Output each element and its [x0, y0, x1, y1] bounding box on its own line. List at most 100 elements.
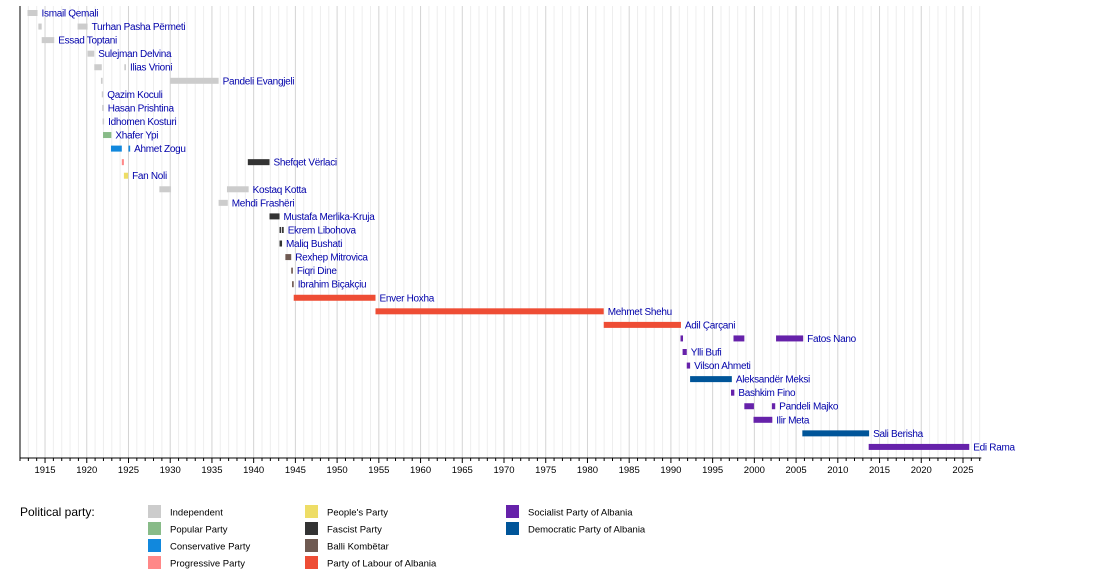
- legend-label: Party of Labour of Albania: [327, 559, 437, 570]
- term-bar: [123, 172, 129, 179]
- term-bar: [292, 281, 294, 288]
- pm-name-label: Qazim Koculi: [107, 90, 162, 101]
- legend-swatch: [148, 522, 161, 535]
- legend-swatch: [506, 522, 519, 535]
- pm-name-label: Mehmet Shehu: [608, 307, 672, 318]
- tick-label: 2015: [869, 465, 890, 476]
- term-bar: [279, 226, 282, 233]
- tick-label: 1940: [243, 465, 264, 476]
- term-bar: [77, 23, 88, 30]
- term-bar: [686, 362, 691, 369]
- tick-label: 1950: [327, 465, 348, 476]
- pm-name-label: Ylli Bufi: [691, 348, 722, 359]
- legend-swatch: [305, 539, 318, 552]
- tick-label: 1985: [619, 465, 640, 476]
- legend-swatch: [148, 556, 161, 569]
- tick-label: 2010: [827, 465, 848, 476]
- legend-swatch: [148, 539, 161, 552]
- legend-swatch: [305, 505, 318, 518]
- tick-label: 1975: [535, 465, 556, 476]
- legend-label: Democratic Party of Albania: [528, 525, 646, 536]
- term-bar: [744, 403, 754, 410]
- term-bar: [733, 335, 745, 342]
- legend-label: People's Party: [327, 508, 388, 519]
- term-bar: [128, 145, 131, 152]
- term-bar: [27, 10, 38, 16]
- legend-swatch: [148, 505, 161, 518]
- pm-name-label: Xhafer Ypi: [115, 131, 158, 142]
- pm-name-label: Vilson Ahmeti: [694, 361, 751, 372]
- pm-name-label: Fan Noli: [132, 171, 167, 182]
- pm-name-label: Hasan Prishtina: [108, 103, 175, 114]
- legend-label: Progressive Party: [170, 559, 245, 570]
- pm-name-label: Bashkim Fino: [738, 388, 796, 399]
- legend-swatch: [506, 505, 519, 518]
- tick-label: 1955: [368, 465, 389, 476]
- term-bar: [159, 186, 172, 193]
- pm-name-label: Rexhep Mitrovica: [295, 253, 368, 264]
- term-bar: [94, 64, 102, 71]
- pm-name-label: Kostaq Kotta: [253, 185, 307, 196]
- term-bar: [110, 145, 122, 152]
- pm-name-label: Adil Çarçani: [685, 320, 735, 331]
- term-bar: [41, 37, 55, 44]
- term-bar: [293, 294, 376, 301]
- term-bar: [218, 199, 228, 206]
- term-bar: [680, 335, 684, 342]
- tick-label: 1990: [660, 465, 681, 476]
- legend-label: Popular Party: [170, 525, 228, 536]
- term-bar: [690, 376, 732, 383]
- tick-label: 2000: [744, 465, 765, 476]
- term-bar: [776, 335, 804, 342]
- term-bar: [753, 416, 773, 423]
- grid: [19, 6, 981, 458]
- pm-name-label: Turhan Pasha Përmeti: [92, 22, 186, 33]
- term-bar: [285, 254, 292, 261]
- term-bar: [269, 213, 280, 220]
- legend-swatch: [305, 522, 318, 535]
- term-bar: [87, 50, 95, 57]
- term-bar: [226, 186, 249, 193]
- term-bar: [603, 321, 681, 328]
- tick-label: 1945: [285, 465, 306, 476]
- term-bar: [802, 430, 870, 437]
- pm-name-label: Shefqet Vërlaci: [274, 158, 337, 169]
- term-bar: [279, 240, 283, 247]
- tick-label: 1995: [702, 465, 723, 476]
- term-bar: [121, 159, 124, 166]
- pm-name-label: Enver Hoxha: [379, 293, 434, 304]
- pm-name-label: Mehdi Frashëri: [232, 198, 295, 209]
- term-bar: [771, 403, 776, 410]
- pm-name-label: Maliq Bushati: [286, 239, 342, 250]
- pm-name-label: Sulejman Delvina: [98, 49, 172, 60]
- pm-name-label: Aleksandër Meksi: [736, 375, 810, 386]
- pm-name-label: Fiqri Dine: [297, 266, 338, 277]
- legend: Political party: Independent Popular Party…: [20, 505, 646, 570]
- term-bar: [375, 308, 604, 315]
- tick-label: 1970: [493, 465, 514, 476]
- tick-label: 1960: [410, 465, 431, 476]
- term-bar: [291, 267, 293, 274]
- pm-name-label: Ismail Qemali: [42, 9, 99, 20]
- tick-label: 2005: [786, 465, 807, 476]
- pm-name-label: Ibrahim Biçakçiu: [298, 280, 367, 291]
- x-axis: 1915 1920 1925 1930 1935 1940 1945 1950 1955 1960…: [19, 6, 982, 476]
- pm-name-label: Pandeli Evangjeli: [223, 76, 295, 87]
- tick-label: 1915: [34, 465, 55, 476]
- term-bar: [170, 77, 219, 84]
- pm-name-label: Ahmet Zogu: [134, 144, 185, 155]
- legend-label: Socialist Party of Albania: [528, 508, 633, 519]
- term-bar: [103, 132, 112, 139]
- term-bar: [682, 349, 687, 355]
- pm-name-label: Pandeli Majko: [779, 402, 839, 413]
- legend-label: Independent: [170, 508, 223, 519]
- term-bar: [124, 64, 126, 71]
- term-bar: [730, 389, 735, 396]
- term-bar: [868, 443, 970, 450]
- legend-label: Conservative Party: [170, 542, 251, 553]
- pm-name-label: Idhomen Kosturi: [108, 117, 176, 128]
- pm-name-label: Mustafa Merlika-Kruja: [284, 212, 376, 223]
- pm-name-label: Edi Rama: [973, 442, 1015, 453]
- legend-title: Political party:: [20, 505, 95, 519]
